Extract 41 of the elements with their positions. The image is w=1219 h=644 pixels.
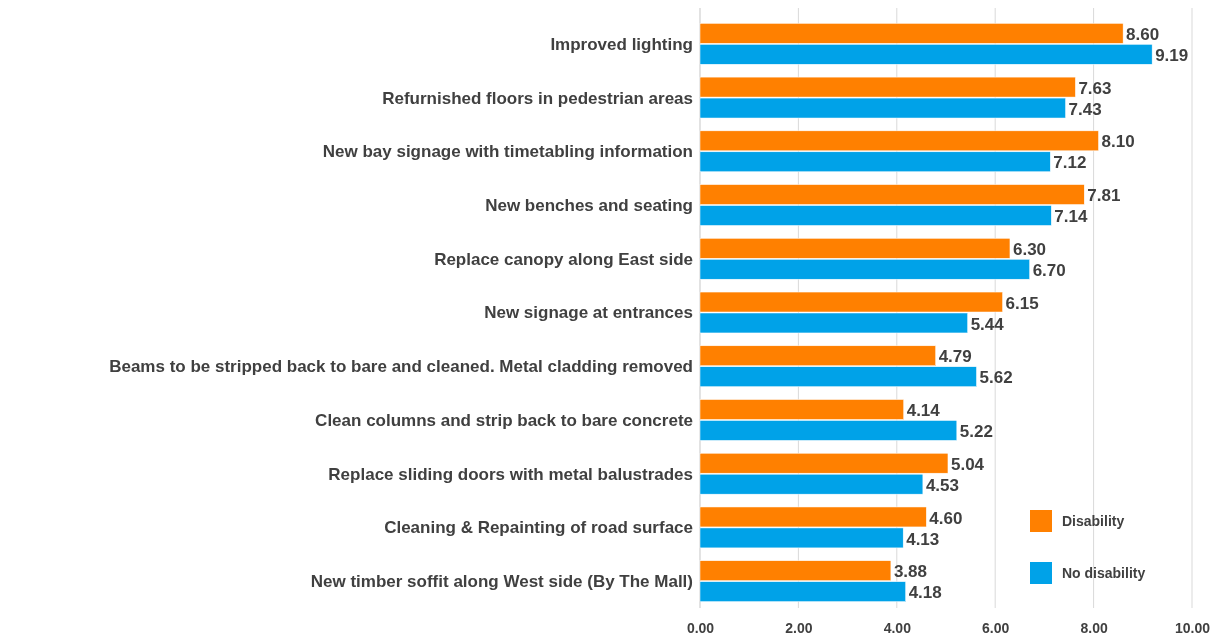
data-label: 7.43 <box>1068 99 1102 119</box>
y-tick-label: Cleaning & Repainting of road surface <box>384 518 693 538</box>
y-tick-label: Improved lighting <box>550 34 693 54</box>
data-label: 7.14 <box>1054 207 1088 227</box>
data-label: 5.22 <box>959 422 993 442</box>
x-tick-label: 10.00 <box>1174 619 1211 636</box>
data-label: 4.13 <box>906 529 940 549</box>
y-tick-label: Clean columns and strip back to bare concrete <box>315 410 693 430</box>
y-tick-label: Replace sliding doors with metal balustrades <box>328 464 693 484</box>
data-label: 3.88 <box>893 562 927 582</box>
data-label: 8.10 <box>1101 132 1135 152</box>
x-tick-label: 6.00 <box>982 619 1010 636</box>
data-label: 7.63 <box>1078 78 1112 98</box>
data-label: 6.30 <box>1012 239 1047 259</box>
data-label: 4.14 <box>906 401 941 421</box>
x-tick-label: 2.00 <box>785 619 813 636</box>
data-label: 7.12 <box>1053 153 1087 173</box>
data-label: 7.81 <box>1087 186 1121 206</box>
y-tick-label: New benches and seating <box>485 195 693 215</box>
x-tick-label: 0.00 <box>686 619 715 636</box>
x-tick-label: 4.00 <box>883 619 912 636</box>
data-label: 8.60 <box>1126 24 1160 44</box>
data-label: 5.04 <box>950 454 985 474</box>
x-tick-label: 8.00 <box>1080 619 1108 636</box>
y-tick-label: New bay signage with timetabling information <box>322 142 693 162</box>
y-tick-label: New timber soffit along West side (By The Mall) <box>310 572 693 592</box>
y-tick-label: Beams to be stripped back to bare and cleaned. Metal cladding removed <box>109 357 693 377</box>
data-label: 9.19 <box>1155 45 1189 65</box>
data-label: 4.79 <box>938 347 972 367</box>
data-label: 6.15 <box>1005 293 1039 313</box>
y-tick-label: Replace canopy along East side <box>434 249 693 269</box>
data-label: 4.53 <box>925 475 959 495</box>
data-label: 6.70 <box>1032 260 1066 280</box>
data-label: 5.44 <box>970 314 1005 334</box>
y-tick-label: New signage at entrances <box>484 303 693 323</box>
data-label: 4.18 <box>908 583 942 603</box>
legend-label: No disability <box>1062 564 1146 581</box>
data-label: 5.62 <box>979 368 1013 388</box>
data-label: 4.60 <box>929 508 963 528</box>
legend-label: Disability <box>1062 512 1125 529</box>
y-tick-label: Refurnished floors in pedestrian areas <box>382 88 693 108</box>
